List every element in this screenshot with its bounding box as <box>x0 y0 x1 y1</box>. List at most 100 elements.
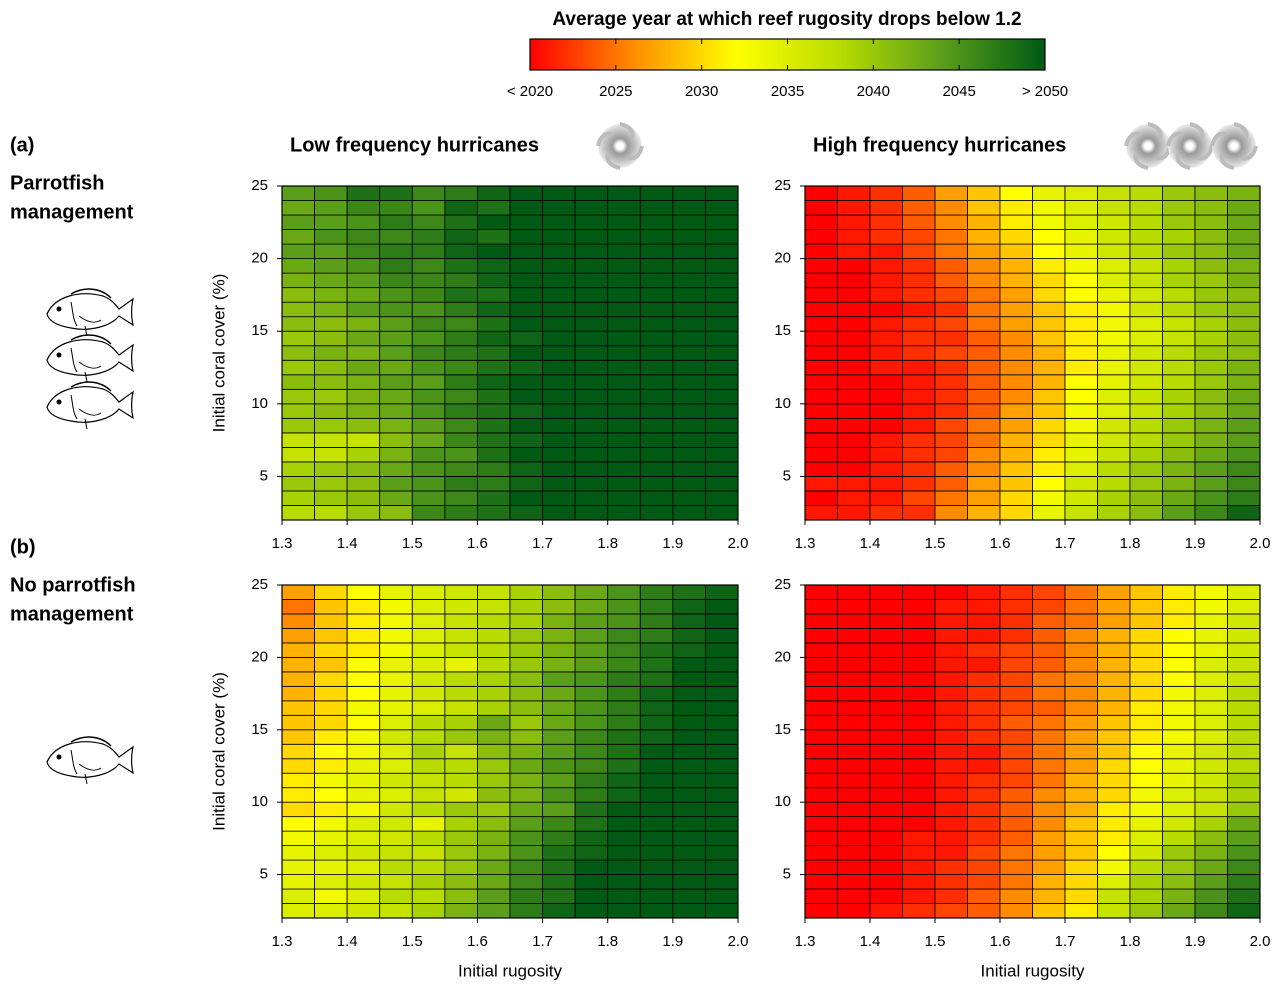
heatmap-cell <box>445 244 478 259</box>
heatmap-cell <box>315 259 348 274</box>
heatmap-cell <box>1098 404 1131 419</box>
heatmap-cell <box>1163 889 1196 903</box>
heatmap-cell <box>705 672 738 686</box>
heatmap-cell <box>1163 447 1196 462</box>
hurricane-icon <box>1126 124 1170 168</box>
heatmap-cell <box>575 730 608 744</box>
heatmap-cell <box>543 331 576 346</box>
heatmap-cell <box>282 817 315 831</box>
heatmap-cell <box>640 802 673 816</box>
heatmap-cell <box>1228 788 1261 802</box>
heatmap-cell <box>412 230 445 245</box>
heatmap-cell <box>870 904 903 918</box>
heatmap-cell <box>903 701 936 715</box>
heatmap-cell <box>673 404 706 419</box>
heatmap-cell <box>1098 759 1131 773</box>
heatmap-cell <box>543 259 576 274</box>
panel-title: Low frequency hurricanes <box>290 134 539 156</box>
heatmap-cell <box>1163 317 1196 332</box>
heatmap-cell <box>282 360 315 375</box>
heatmap-cell <box>1065 701 1098 715</box>
x-tick-label: 1.9 <box>1185 933 1206 950</box>
heatmap-cell <box>282 846 315 860</box>
heatmap-cell <box>477 259 510 274</box>
heatmap-cell <box>412 186 445 201</box>
heatmap-cell <box>805 744 838 758</box>
heatmap-cell <box>1195 802 1228 816</box>
heatmap-cell <box>705 599 738 613</box>
heatmap-cell <box>445 628 478 642</box>
heatmap-cell <box>477 657 510 671</box>
heatmap-cell <box>1163 389 1196 404</box>
heatmap-cell <box>838 846 871 860</box>
x-tick-label: 1.8 <box>597 535 618 552</box>
heatmap-cell <box>968 773 1001 787</box>
heatmap-cell <box>1065 462 1098 477</box>
x-tick-label: 2.0 <box>728 933 749 950</box>
heatmap-cell <box>903 846 936 860</box>
heatmap-cell <box>380 773 413 787</box>
heatmap-cell <box>477 360 510 375</box>
heatmap-cell <box>1163 360 1196 375</box>
heatmap-cell <box>477 273 510 288</box>
heatmap-cell <box>968 846 1001 860</box>
heatmap-cell <box>1033 802 1066 816</box>
heatmap-cell <box>575 889 608 903</box>
x-tick-label: 1.4 <box>860 933 881 950</box>
heatmap-cell <box>315 686 348 700</box>
heatmap-cell <box>1163 759 1196 773</box>
heatmap-cell <box>870 491 903 506</box>
heatmap-cell <box>640 259 673 274</box>
heatmap-cell <box>477 817 510 831</box>
heatmap-cell <box>315 244 348 259</box>
heatmap-cell <box>935 302 968 317</box>
heatmap-cell <box>673 657 706 671</box>
heatmap-cell <box>705 244 738 259</box>
heatmap-cell <box>1033 186 1066 201</box>
heatmap-cell <box>640 643 673 657</box>
heatmap-cell <box>412 672 445 686</box>
heatmap-cell <box>838 215 871 230</box>
heatmap-cell <box>1195 657 1228 671</box>
heatmap-cell <box>347 447 380 462</box>
heatmap-cell <box>935 802 968 816</box>
heatmap-cell <box>315 505 348 520</box>
heatmap-cell <box>1033 715 1066 729</box>
heatmap-cell <box>1098 875 1131 889</box>
x-tick-label: 1.4 <box>337 535 358 552</box>
heatmap-cell <box>1163 744 1196 758</box>
heatmap-cell <box>805 585 838 599</box>
heatmap-cell <box>1195 404 1228 419</box>
heatmap-cell <box>510 433 543 448</box>
heatmap-cell <box>1228 462 1261 477</box>
heatmap-cell <box>1195 744 1228 758</box>
heatmap-cell <box>640 462 673 477</box>
heatmap-cell <box>445 404 478 419</box>
heatmap-cell <box>838 599 871 613</box>
heatmap-cell <box>510 288 543 303</box>
heatmap-cell <box>903 585 936 599</box>
heatmap-cell <box>315 788 348 802</box>
heatmap-cell <box>1098 288 1131 303</box>
heatmap-cell <box>347 585 380 599</box>
heatmap-cell <box>510 672 543 686</box>
heatmap-cell <box>1228 817 1261 831</box>
heatmap-cell <box>968 476 1001 491</box>
heatmap-cell <box>1098 331 1131 346</box>
heatmap-cell <box>510 331 543 346</box>
heatmap-cell <box>510 585 543 599</box>
heatmap-cell <box>315 273 348 288</box>
heatmap-cell <box>673 614 706 628</box>
heatmap-cell <box>380 759 413 773</box>
heatmap-cell <box>412 788 445 802</box>
heatmap-cell <box>543 433 576 448</box>
heatmap-cell <box>347 389 380 404</box>
heatmap-cell <box>673 389 706 404</box>
heatmap-cell <box>1098 375 1131 390</box>
heatmap-cell <box>543 447 576 462</box>
heatmap-cell <box>445 360 478 375</box>
heatmap-cell <box>282 462 315 477</box>
heatmap-cell <box>1195 462 1228 477</box>
heatmap-cell <box>673 773 706 787</box>
heatmap-cell <box>510 476 543 491</box>
